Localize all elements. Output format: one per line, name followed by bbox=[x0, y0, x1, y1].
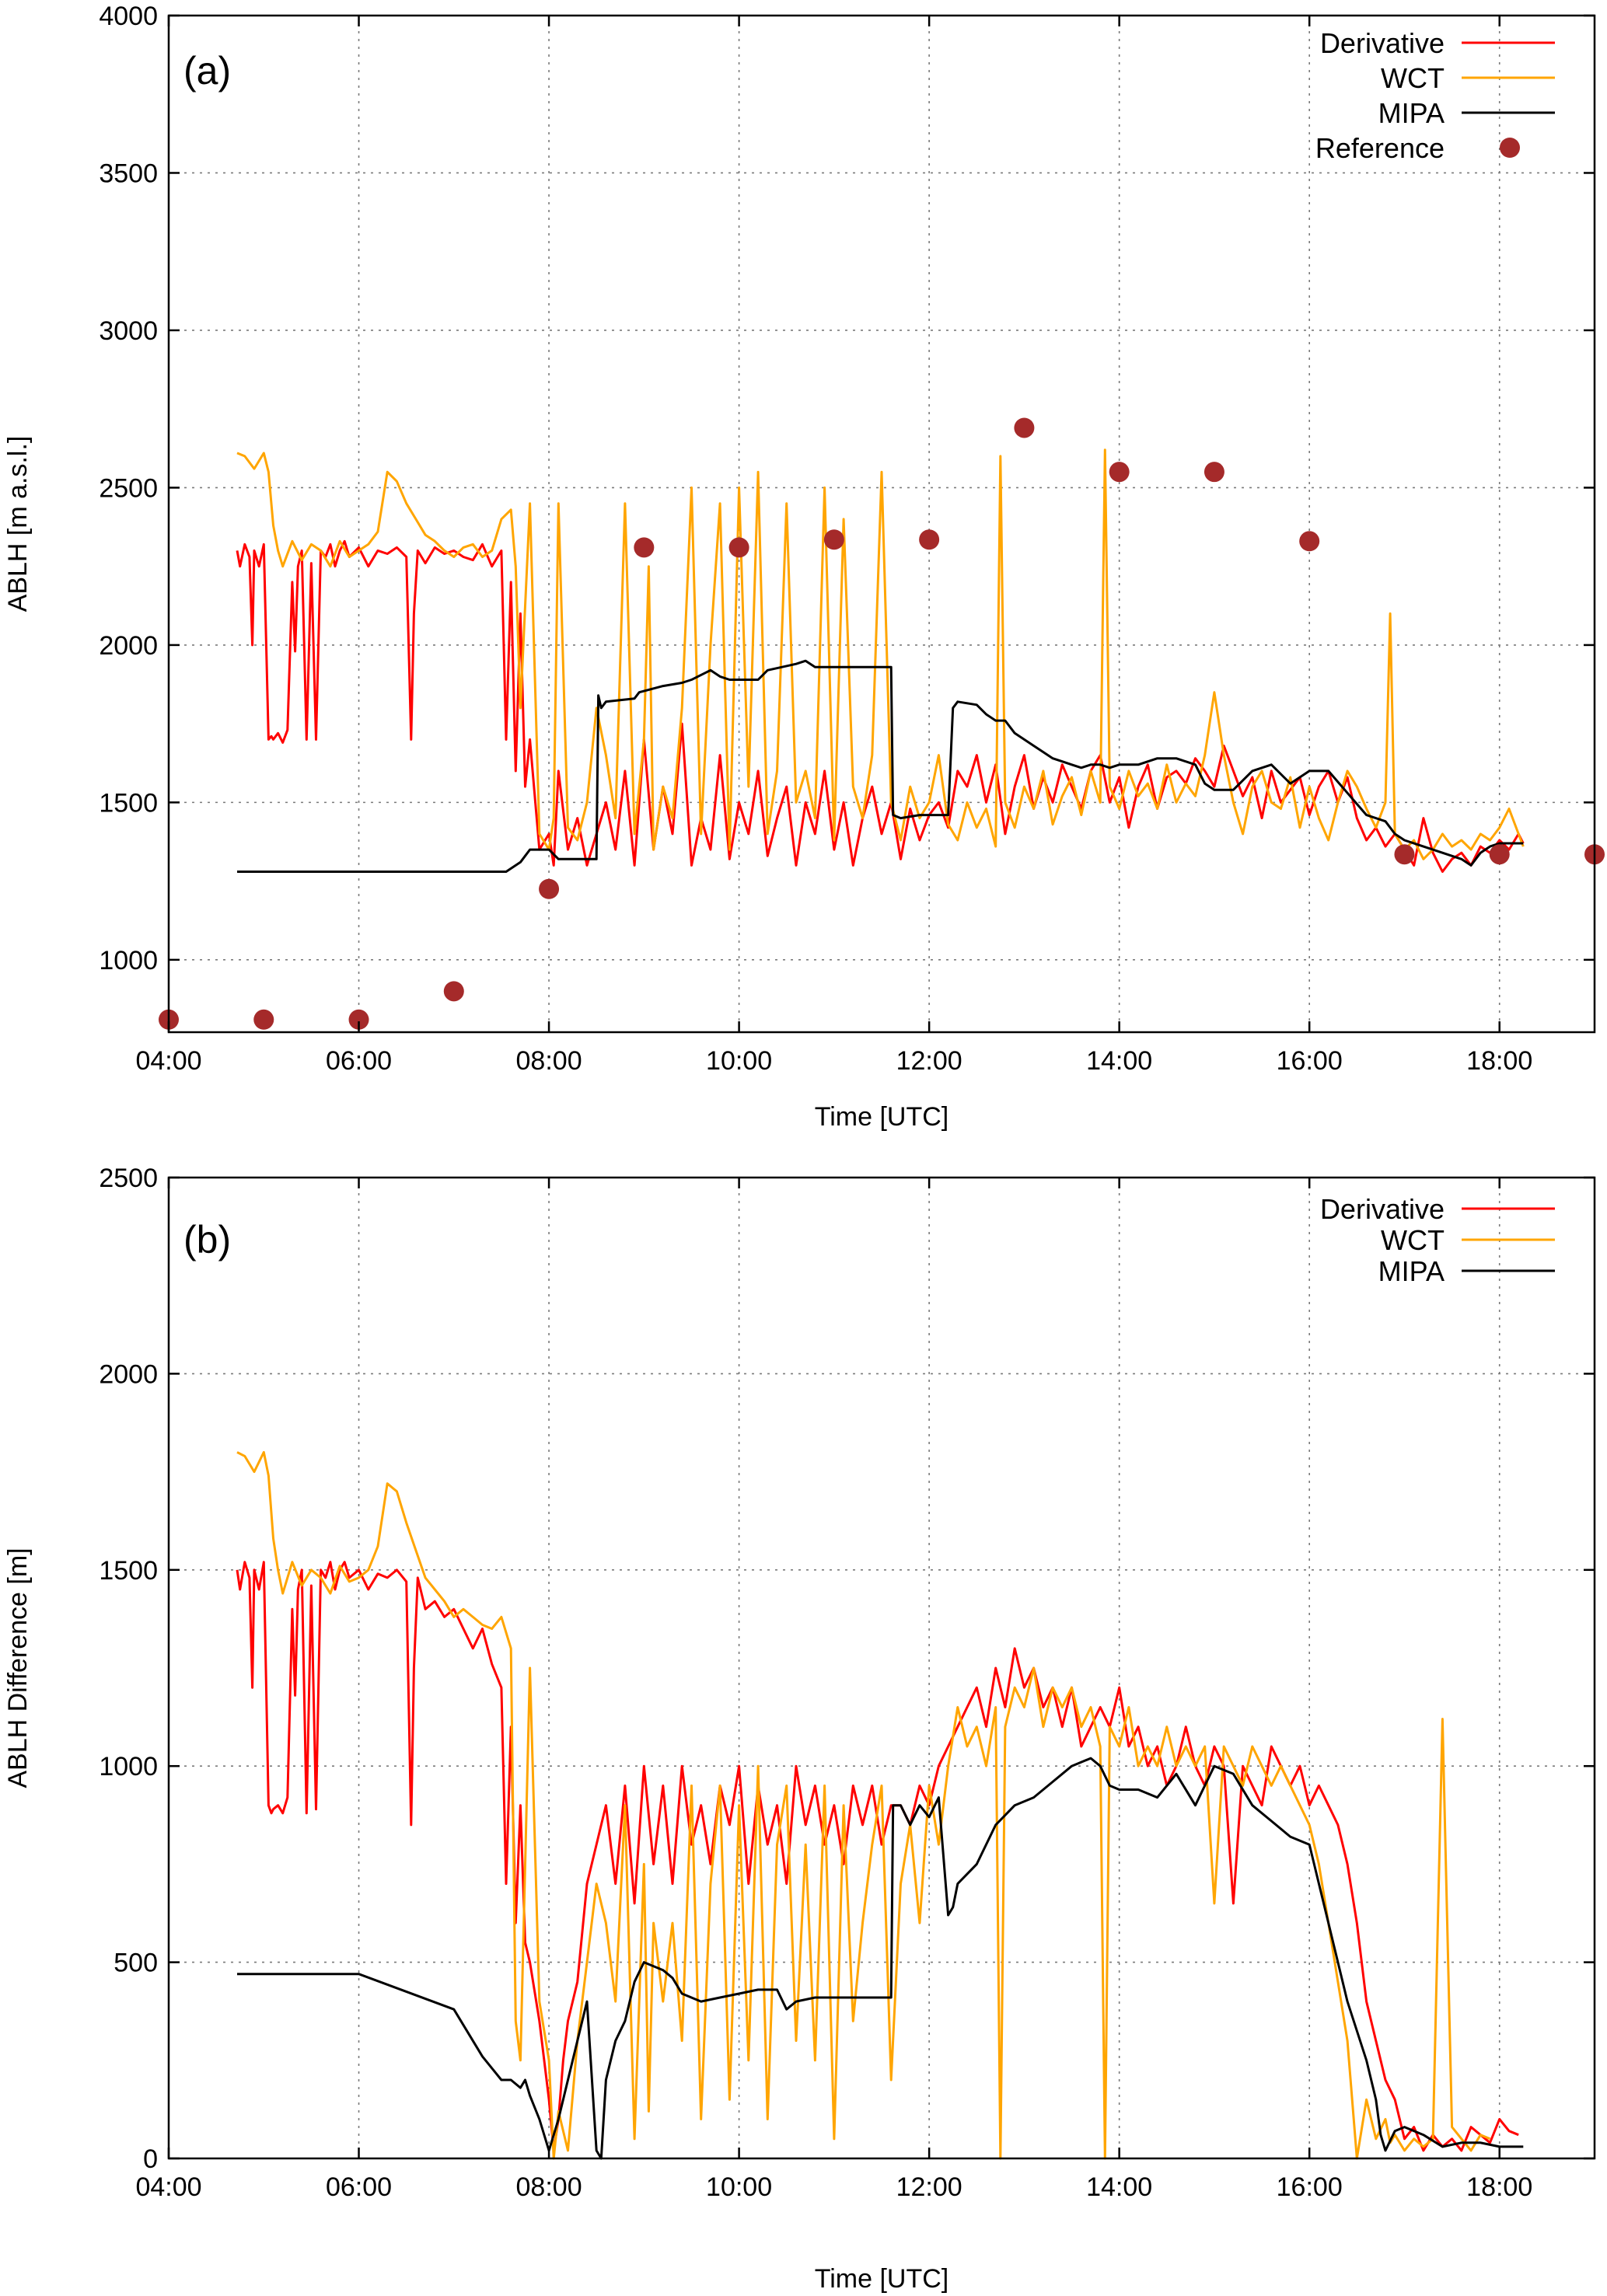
derivative-series-line bbox=[236, 1561, 1519, 2152]
y-tick-label: 1500 bbox=[99, 788, 158, 818]
y-tick-label: 2500 bbox=[99, 1164, 158, 1193]
reference-point bbox=[1299, 531, 1320, 552]
x-tick-label: 14:00 bbox=[1086, 2172, 1152, 2202]
y-tick-label: 2500 bbox=[99, 473, 158, 503]
legend-label-derivative: Derivative bbox=[1320, 1193, 1445, 1225]
x-tick-label: 16:00 bbox=[1277, 1046, 1343, 1076]
reference-point bbox=[823, 529, 844, 550]
x-tick-label: 10:00 bbox=[706, 2172, 772, 2202]
x-tick-label: 04:00 bbox=[135, 2172, 201, 2202]
reference-point bbox=[634, 537, 655, 558]
wct-series-line bbox=[236, 448, 1525, 860]
panel-b-ticks: 04:00 06:00 08:00 10:00 12:00 14:00 16:00 18:00… bbox=[99, 1164, 1595, 2202]
y-tick-label: 1000 bbox=[99, 1752, 158, 1781]
reference-point bbox=[253, 1009, 274, 1030]
reference-point bbox=[1109, 462, 1130, 483]
reference-point bbox=[1394, 844, 1415, 865]
mipa-series-line bbox=[237, 659, 1524, 873]
legend-label-wct: WCT bbox=[1381, 62, 1445, 94]
reference-point bbox=[728, 537, 749, 558]
panel-b-grid bbox=[169, 1178, 1595, 2158]
panel-b-tag: (b) bbox=[183, 1218, 231, 1261]
y-tick-label: 3000 bbox=[99, 316, 158, 346]
reference-point bbox=[919, 529, 940, 550]
legend-label-wct: WCT bbox=[1381, 1224, 1445, 1256]
legend-swatch-reference bbox=[1500, 138, 1520, 158]
panel-a-ticks: 04:00 06:00 08:00 10:00 12:00 14:00 16:00 18:00… bbox=[99, 2, 1595, 1076]
panel-a-tag: (a) bbox=[183, 49, 231, 92]
reference-point bbox=[539, 878, 560, 899]
x-tick-label: 12:00 bbox=[896, 1046, 962, 1076]
x-tick-label: 08:00 bbox=[516, 2172, 582, 2202]
panel-a-grid bbox=[169, 16, 1595, 1032]
panel-a-y-axis-label: ABLH [m a.s.l.] bbox=[3, 436, 33, 612]
legend-label-derivative: Derivative bbox=[1320, 27, 1445, 59]
panel-a-x-axis-label: Time [UTC] bbox=[815, 1102, 949, 1132]
y-tick-label: 1500 bbox=[99, 1556, 158, 1586]
mipa-series-line bbox=[237, 1757, 1524, 2160]
y-tick-label: 0 bbox=[143, 2144, 158, 2174]
x-tick-label: 18:00 bbox=[1466, 2172, 1532, 2202]
panel-b-chart: 04:00 06:00 08:00 10:00 12:00 14:00 16:00 18:00… bbox=[3, 1164, 1596, 2294]
panel-b-y-axis-label: ABLH Difference [m] bbox=[3, 1548, 33, 1788]
x-tick-label: 08:00 bbox=[516, 1046, 582, 1076]
legend-label-reference: Reference bbox=[1315, 132, 1445, 164]
legend-label-mipa: MIPA bbox=[1378, 1255, 1445, 1287]
reference-point bbox=[1489, 844, 1510, 865]
y-tick-label: 4000 bbox=[99, 2, 158, 31]
x-tick-label: 10:00 bbox=[706, 1046, 772, 1076]
reference-point bbox=[348, 1009, 369, 1030]
x-tick-label: 16:00 bbox=[1277, 2172, 1343, 2202]
x-tick-label: 06:00 bbox=[326, 1046, 392, 1076]
reference-point bbox=[1204, 462, 1224, 483]
panel-b-series bbox=[236, 1450, 1524, 2160]
x-tick-label: 18:00 bbox=[1466, 1046, 1532, 1076]
panel-a-series bbox=[159, 417, 1605, 1030]
panel-b-plot-frame bbox=[167, 1176, 1596, 2160]
derivative-series-line bbox=[236, 539, 1525, 873]
x-tick-label: 06:00 bbox=[326, 2172, 392, 2202]
x-tick-label: 14:00 bbox=[1086, 1046, 1152, 1076]
reference-point bbox=[1014, 417, 1035, 438]
y-tick-label: 2000 bbox=[99, 1359, 158, 1389]
y-tick-label: 1000 bbox=[99, 946, 158, 975]
y-tick-label: 2000 bbox=[99, 631, 158, 661]
reference-point bbox=[443, 981, 464, 1002]
panel-b-x-axis-label: Time [UTC] bbox=[815, 2264, 949, 2294]
panel-a-plot-frame bbox=[167, 14, 1596, 1034]
x-tick-label: 04:00 bbox=[135, 1046, 201, 1076]
panel-a-chart: 04:00 06:00 08:00 10:00 12:00 14:00 16:00 18:00… bbox=[3, 2, 1605, 1132]
wct-series-line bbox=[236, 1450, 1491, 2160]
x-tick-label: 12:00 bbox=[896, 2172, 962, 2202]
y-tick-label: 500 bbox=[114, 1949, 158, 1978]
y-tick-label: 3500 bbox=[99, 159, 158, 188]
legend-label-mipa: MIPA bbox=[1378, 97, 1445, 129]
